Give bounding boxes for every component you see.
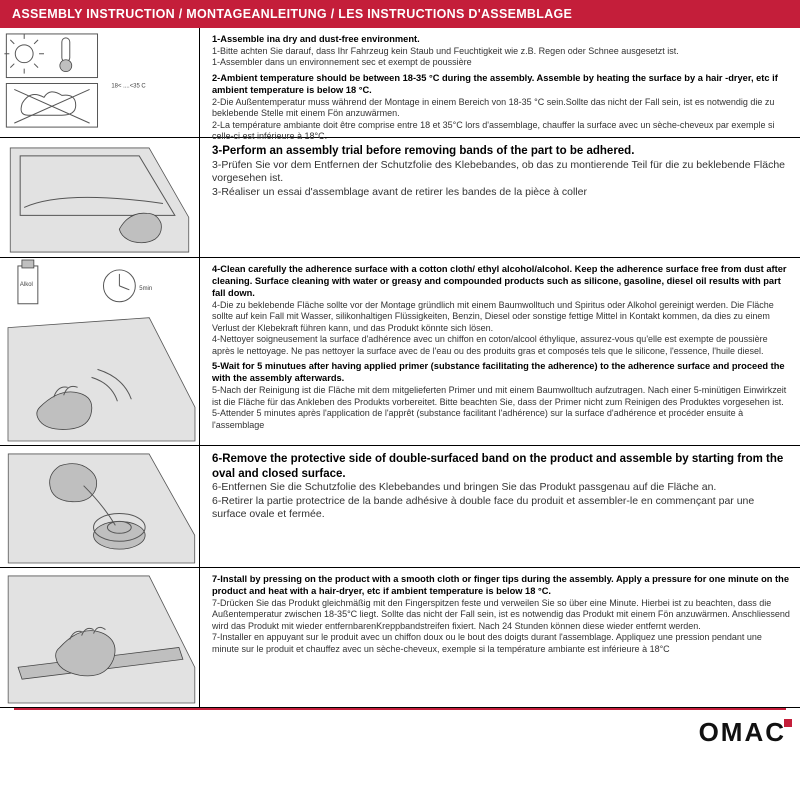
step-lang: 6-Retirer la partie protectrice de la ba… bbox=[212, 495, 790, 522]
step-bold: 2-Ambient temperature should be between … bbox=[212, 73, 790, 97]
text-cell: 3-Perform an assembly trial before remov… bbox=[200, 138, 800, 257]
brand-logo: OMAC bbox=[699, 717, 786, 748]
step-lang: 7-Installer en appuyant sur le produit a… bbox=[212, 632, 790, 655]
step: 3-Perform an assembly trial before remov… bbox=[212, 144, 790, 199]
instruction-row: 3-Perform an assembly trial before remov… bbox=[0, 138, 800, 258]
step-lang: 7-Drücken Sie das Produkt gleichmäßig mi… bbox=[212, 598, 790, 633]
step: 7-Install by pressing on the product wit… bbox=[212, 574, 790, 655]
instruction-row: Alkol 5min 4-Clean carefully the adheren… bbox=[0, 258, 800, 446]
step: 6-Remove the protective side of double-s… bbox=[212, 452, 790, 522]
text-cell: 1-Assemble ina dry and dust-free environ… bbox=[200, 28, 800, 137]
thumb-illustration: Alkol 5min bbox=[0, 258, 199, 445]
thumb-cell bbox=[0, 138, 200, 257]
step-lang: 5-Attender 5 minutes après l'application… bbox=[212, 408, 790, 431]
text-cell: 4-Clean carefully the adherence surface … bbox=[200, 258, 800, 445]
thumb-illustration bbox=[0, 446, 199, 567]
instruction-rows: 18< ....<35 C 1-Assemble ina dry and dus… bbox=[0, 28, 800, 708]
step: 5-Wait for 5 minutues after having appli… bbox=[212, 361, 790, 431]
step-lang: 5-Nach der Reinigung ist die Fläche mit … bbox=[212, 385, 790, 408]
step-bold: 5-Wait for 5 minutues after having appli… bbox=[212, 361, 790, 385]
header-bar: ASSEMBLY INSTRUCTION / MONTAGEANLEITUNG … bbox=[0, 0, 800, 28]
instruction-row: 7-Install by pressing on the product wit… bbox=[0, 568, 800, 708]
text-cell: 7-Install by pressing on the product wit… bbox=[200, 568, 800, 707]
thumb-cell bbox=[0, 446, 200, 567]
thumb-cell: Alkol 5min bbox=[0, 258, 200, 445]
step-lang: 3-Prüfen Sie vor dem Entfernen der Schut… bbox=[212, 159, 790, 186]
step-lang: 4-Die zu beklebende Fläche sollte vor de… bbox=[212, 300, 790, 335]
thumb-illustration: 18< ....<35 C bbox=[0, 28, 199, 137]
step-bold: 7-Install by pressing on the product wit… bbox=[212, 574, 790, 598]
thumb-label-5min: 5min bbox=[139, 286, 152, 292]
step-bold: 1-Assemble ina dry and dust-free environ… bbox=[212, 34, 790, 46]
thumb-label-alkol: Alkol bbox=[20, 282, 33, 288]
step-lang: 2-Die Außentemperatur muss während der M… bbox=[212, 97, 790, 120]
step-lang: 4-Nettoyer soigneusement la surface d'ad… bbox=[212, 334, 790, 357]
logo-accent-square bbox=[784, 719, 792, 727]
step: 1-Assemble ina dry and dust-free environ… bbox=[212, 34, 790, 69]
step-bold: 6-Remove the protective side of double-s… bbox=[212, 452, 790, 481]
thumb-label: 18< ....<35 C bbox=[111, 83, 146, 89]
step-lang: 1-Assembler dans un environnement sec et… bbox=[212, 57, 790, 69]
step-bold: 4-Clean carefully the adherence surface … bbox=[212, 264, 790, 300]
step-lang: 6-Entfernen Sie die Schutzfolie des Kleb… bbox=[212, 481, 790, 494]
text-cell: 6-Remove the protective side of double-s… bbox=[200, 446, 800, 567]
step-bold: 3-Perform an assembly trial before remov… bbox=[212, 144, 790, 159]
thumb-cell bbox=[0, 568, 200, 707]
step: 4-Clean carefully the adherence surface … bbox=[212, 264, 790, 357]
thumb-illustration bbox=[0, 138, 199, 257]
instruction-row: 18< ....<35 C 1-Assemble ina dry and dus… bbox=[0, 28, 800, 138]
footer: OMAC bbox=[0, 710, 800, 754]
step-lang: 3-Réaliser un essai d'assemblage avant d… bbox=[212, 186, 790, 199]
instruction-row: 6-Remove the protective side of double-s… bbox=[0, 446, 800, 568]
thumb-illustration bbox=[0, 568, 199, 707]
step: 2-Ambient temperature should be between … bbox=[212, 73, 790, 143]
thumb-cell: 18< ....<35 C bbox=[0, 28, 200, 137]
logo-text: OMAC bbox=[699, 717, 786, 747]
header-title: ASSEMBLY INSTRUCTION / MONTAGEANLEITUNG … bbox=[12, 7, 572, 21]
step-lang: 1-Bitte achten Sie darauf, dass Ihr Fahr… bbox=[212, 46, 790, 58]
